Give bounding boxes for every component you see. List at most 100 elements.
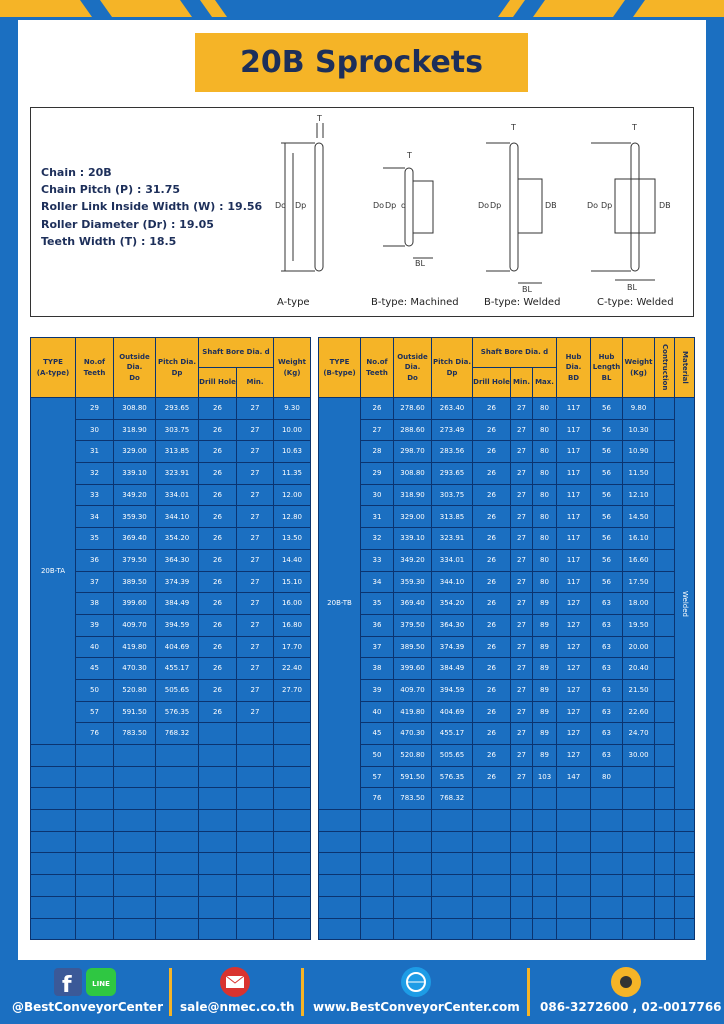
data-cell: 349.20: [113, 483, 156, 507]
data-cell: 20.00: [622, 635, 656, 659]
data-cell: 27: [236, 418, 274, 442]
data-cell: 57: [360, 765, 394, 789]
data-cell: 117: [556, 440, 592, 464]
empty-cell: [113, 787, 156, 811]
data-cell: 30: [360, 483, 394, 507]
data-cell: 45: [360, 722, 394, 745]
data-cell: 354.20: [155, 527, 199, 550]
data-cell: 14.40: [273, 548, 311, 572]
data-cell: 374.39: [155, 570, 199, 594]
data-cell: 80: [531, 527, 558, 550]
header-cell: TYPE (B-type): [318, 337, 361, 398]
data-cell: 12.80: [273, 505, 311, 529]
diagram-label: Do: [478, 201, 489, 210]
data-cell: 63: [590, 592, 624, 615]
data-cell: 117: [556, 505, 592, 529]
empty-cell: [622, 809, 656, 832]
empty-cell: [531, 830, 558, 854]
header-group: Shaft Bore Dia. d: [198, 337, 274, 368]
header-cell: TYPE (A-type): [30, 337, 76, 398]
spec-line: Chain Pitch (P) : 31.75: [41, 183, 180, 196]
data-cell: 127: [556, 592, 592, 615]
data-cell: 318.90: [393, 483, 432, 507]
data-cell: 409.70: [113, 613, 156, 637]
data-cell: 26: [472, 505, 511, 529]
data-row: 57 591.50 576.35 26 27 103 147 80: [319, 765, 695, 789]
data-cell: 17.70: [273, 635, 311, 659]
data-cell: 27: [360, 418, 394, 442]
empty-cell: [273, 917, 311, 941]
data-cell: 576.35: [431, 765, 473, 789]
empty-cell: [113, 852, 156, 876]
empty-cell: [273, 722, 311, 745]
diagram-label: T: [510, 123, 516, 132]
data-cell: 27: [510, 657, 533, 680]
data-cell: 14.50: [622, 505, 656, 529]
empty-cell: [30, 895, 76, 919]
empty-cell: [155, 917, 199, 941]
data-cell: 117: [556, 570, 592, 594]
data-cell: 354.20: [431, 592, 473, 615]
data-cell: 10.00: [273, 418, 311, 442]
empty-cell: [113, 895, 156, 919]
header-cell: Hub Dia. BD: [556, 337, 592, 398]
data-cell: 56: [590, 483, 624, 507]
data-cell: 76: [75, 722, 114, 745]
data-cell: 26: [198, 635, 237, 659]
data-cell: 127: [556, 613, 592, 637]
empty-cell: [654, 874, 676, 897]
data-cell: 63: [590, 613, 624, 637]
empty-cell: [30, 830, 76, 854]
empty-cell: [155, 830, 199, 854]
data-row: 28 298.70 283.56 26 27 80 117 56 10.90: [319, 440, 695, 464]
data-cell: 36: [75, 548, 114, 572]
data-cell: 27: [510, 397, 533, 420]
website: www.BestConveyorCenter.com: [313, 1000, 520, 1014]
empty-cell: [236, 852, 274, 876]
diagram-label: BL: [522, 285, 532, 294]
data-cell: 57: [75, 700, 114, 724]
data-cell: 30: [75, 418, 114, 442]
separator: [527, 968, 530, 1016]
empty-cell: [318, 917, 361, 941]
empty-cell: [556, 874, 592, 897]
empty-cell: [198, 765, 237, 789]
data-cell: 27: [236, 678, 274, 702]
b-type-table: TYPE (B-type) No.of Teeth Outside Dia. Do P…: [318, 337, 696, 941]
empty-cell: [236, 917, 274, 941]
data-cell: 27: [510, 570, 533, 594]
empty-cell: [393, 874, 432, 897]
data-row: 40 419.80 404.69 26 27 89 127 63 22.60: [319, 700, 695, 724]
empty-cell: [622, 895, 656, 919]
subheader-cell: Drill Hole: [198, 367, 237, 398]
diagram-label: Do: [373, 201, 384, 210]
type-caption: B-type: Machined: [371, 297, 459, 308]
empty-row: [318, 809, 696, 832]
construction-cell: Welded: [674, 396, 696, 811]
data-cell: 24.70: [622, 722, 656, 745]
data-row: 34 359.30 344.10 26 27 12.80: [31, 505, 311, 529]
data-cell: 399.60: [393, 657, 432, 680]
data-cell: 16.10: [622, 527, 656, 550]
empty-cell: [198, 830, 237, 854]
data-cell: 27: [510, 722, 533, 745]
data-cell: 80: [531, 483, 558, 507]
empty-cell: [75, 765, 114, 789]
empty-cell: [318, 874, 361, 897]
empty-cell: [654, 440, 676, 464]
data-cell: 37: [75, 570, 114, 594]
empty-cell: [30, 874, 76, 897]
data-cell: 26: [472, 483, 511, 507]
empty-cell: [654, 527, 676, 550]
data-row: 27 288.60 273.49 26 27 80 117 56 10.30: [319, 418, 695, 442]
data-cell: 103: [531, 765, 558, 789]
data-cell: 29: [75, 397, 114, 420]
data-cell: 455.17: [431, 722, 473, 745]
spec-line: Teeth Width (T) : 18.5: [41, 235, 177, 248]
data-cell: 26: [198, 592, 237, 615]
empty-cell: [273, 895, 311, 919]
data-cell: 26: [472, 678, 511, 702]
data-cell: 56: [590, 548, 624, 572]
data-cell: 399.60: [113, 592, 156, 615]
spec-line: Roller Link Inside Width (W) : 19.56: [41, 200, 263, 213]
